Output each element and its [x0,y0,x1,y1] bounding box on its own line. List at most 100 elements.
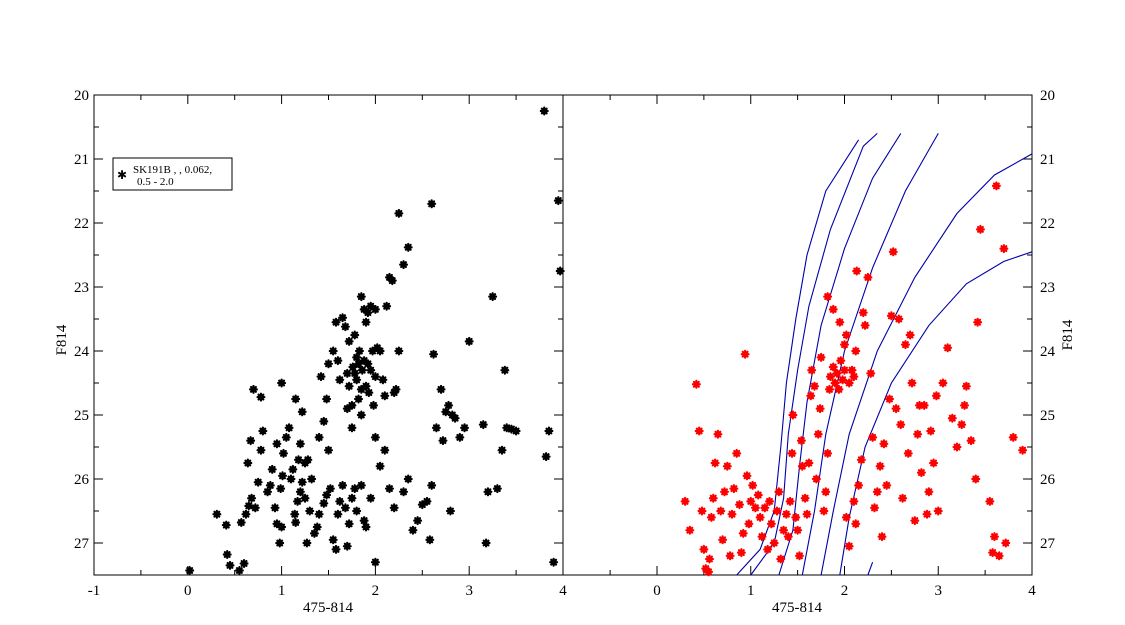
right-data-point-core [758,515,762,520]
left-data-point-core [293,520,298,525]
left-data-point-core [278,486,283,491]
right-data-point-core [683,499,687,504]
right-x-tick-label: 2 [841,583,849,599]
left-data-point-core [273,505,277,510]
isochrone-line [778,133,902,576]
right-data-point-core [927,489,931,494]
left-data-point-core [259,448,263,453]
legend-marker-icon: ✱ [117,168,127,182]
right-data-point-core [853,349,858,353]
left-data-point-core [331,349,336,353]
right-data-point-core [808,393,813,398]
right-data-point-core [713,461,717,465]
right-data-point-core [889,313,894,318]
left-data-point-core [347,384,352,389]
right-y-tick-label: 24 [1040,344,1056,360]
right-data-point-core [741,531,746,536]
left-data-point-core [392,505,397,510]
right-data-point-core [791,413,795,417]
right-data-point-core [694,382,699,387]
left-data-point-core [298,489,303,494]
right-data-point-core [880,534,884,539]
right-data-point-core [987,499,992,504]
right-data-point-core [734,451,739,456]
left-data-point-core [228,563,232,568]
isochrone-line [801,133,939,576]
right-data-point-core [945,345,950,350]
right-data-point-core [718,509,723,513]
left-data-point-core [248,438,253,443]
left-data-point-core [331,537,336,542]
left-data-point-core [490,294,495,299]
left-y-axis-title: F814 [54,324,70,355]
left-data-point-core [290,467,295,472]
left-data-point-core [317,435,321,440]
right-data-point-core [1011,435,1016,440]
left-data-point-core [467,339,472,344]
left-data-point-core [242,561,246,566]
right-data-point-core [847,381,852,385]
left-data-point-core [350,403,354,408]
right-data-point-core [973,477,978,481]
left-data-point-core [225,552,230,557]
left-data-point-core [334,547,338,552]
right-data-point-core [777,489,781,494]
right-data-point-core [722,489,727,494]
left-data-point-core [343,324,348,329]
left-data-point-core [298,441,303,446]
right-data-point-core [750,483,755,488]
right-data-point-core [707,557,712,561]
left-data-point-core [382,393,387,398]
left-data-point-core [486,489,490,494]
right-y-tick-label: 21 [1040,152,1055,168]
left-data-point-core [401,489,406,494]
right-scatter-points [680,181,1028,577]
right-data-point-core [687,528,692,533]
right-data-point-core [844,333,849,337]
left-data-point-core [502,368,507,373]
left-data-point-core [373,560,378,565]
right-data-point-core [990,550,995,555]
right-data-point-core [775,509,779,513]
right-data-point-core [697,429,702,433]
left-data-point-core [448,509,453,513]
right-data-point-core [903,342,908,347]
left-data-point-core [378,349,382,353]
left-data-point-core [381,377,385,382]
left-data-point-core [484,541,488,545]
left-data-point-core [319,374,323,379]
left-data-point-core [514,429,518,433]
left-data-point-core [246,504,251,508]
left-scatter-points [185,106,565,576]
right-data-point-core [702,547,706,552]
right-data-point-core [955,445,959,449]
left-y-tick-label: 25 [74,408,89,424]
right-data-point-core [912,518,917,523]
left-data-point-core [368,304,373,309]
right-data-point-core [922,403,927,408]
left-data-point-core [328,486,333,491]
left-data-point-core [384,304,389,309]
right-data-point-core [762,505,767,510]
right-data-point-core [814,477,819,481]
left-data-point-core [371,403,376,408]
left-data-point-core [396,211,401,216]
left-data-point-core [292,512,297,517]
left-x-tick-label: 3 [465,583,473,599]
right-data-point-core [1003,541,1008,545]
left-data-point-core [495,486,500,491]
left-data-point-core [293,397,298,401]
left-data-point-core [280,473,285,478]
left-y-tick-label: 22 [74,216,89,232]
right-data-point-core [910,381,914,385]
right-data-point-core [800,464,805,469]
right-data-point-core [747,521,751,526]
left-x-tick-label: 2 [372,583,380,599]
left-x-tick-label: -1 [88,583,101,599]
left-data-point-core [396,349,401,353]
left-data-point-core [334,320,338,325]
left-data-point-core [321,501,326,506]
right-data-point-core [842,342,847,347]
